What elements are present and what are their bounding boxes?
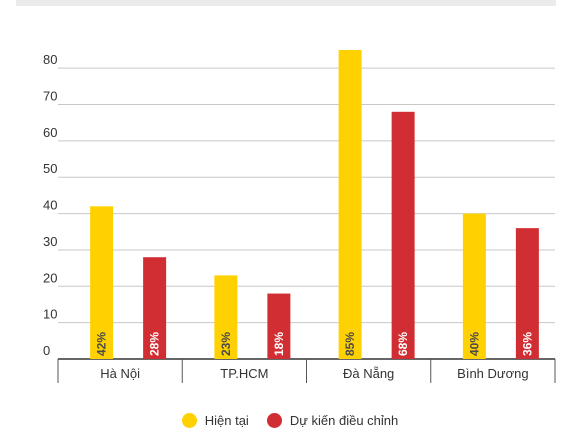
y-tick-label: 70	[43, 89, 57, 104]
bar-value-label: 68%	[396, 332, 410, 356]
y-tick-label: 60	[43, 125, 57, 140]
legend-item-current: Hiện tại	[181, 412, 249, 428]
legend-item-planned: Dự kiến điều chỉnh	[266, 412, 399, 428]
y-tick-label: 0	[43, 343, 50, 358]
bar-value-label: 23%	[219, 332, 233, 356]
bar-current	[462, 213, 486, 359]
y-tick-label: 80	[43, 52, 57, 67]
y-tick-label: 30	[43, 234, 57, 249]
category-label: TP.HCM	[220, 366, 268, 381]
legend-label-current: Hiện tại	[204, 412, 249, 428]
y-tick-label: 20	[43, 270, 57, 285]
bar-planned	[391, 111, 415, 359]
bar-value-label: 42%	[95, 332, 109, 356]
bar-current	[338, 50, 362, 359]
top-banner-strip	[16, 0, 556, 6]
bar-value-label: 18%	[272, 332, 286, 356]
y-tick-label: 50	[43, 161, 57, 176]
legend-swatch-current	[181, 412, 197, 428]
bar-planned	[515, 228, 539, 359]
legend: Hiện tại Dự kiến điều chỉnh	[0, 408, 580, 432]
bar-value-label: 85%	[343, 332, 357, 356]
category-label: Bình Dương	[457, 366, 528, 381]
bar-chart: 0 10 20 30 40 50 60 70 80 42% 28% Hà Nội 23% 18% TP.HC…	[43, 50, 556, 383]
bar-planned	[143, 257, 167, 359]
y-tick-label: 40	[43, 198, 57, 213]
bar-current	[214, 275, 238, 359]
y-tick-label: 10	[43, 307, 57, 322]
legend-swatch-planned	[266, 412, 282, 428]
bar-value-label: 40%	[467, 332, 481, 356]
legend-label-planned: Dự kiến điều chỉnh	[289, 412, 399, 428]
category-label: Hà Nội	[100, 366, 140, 381]
bar-value-label: 28%	[148, 332, 162, 356]
category-label: Đà Nẵng	[343, 366, 394, 381]
bar-current	[90, 206, 114, 359]
bar-planned	[267, 293, 291, 359]
bar-value-label: 36%	[520, 332, 534, 356]
